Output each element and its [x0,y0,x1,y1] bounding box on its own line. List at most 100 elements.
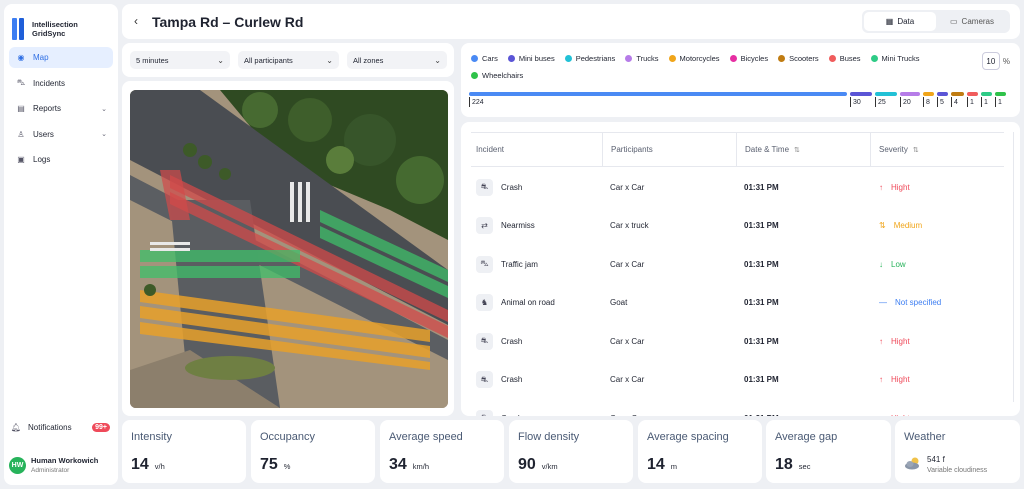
distribution-bar[interactable]: 8 [923,92,934,107]
legend-label: Pedestrians [575,53,616,63]
nearmiss-icon: ⇄ [476,217,493,235]
scrollbar[interactable] [1013,132,1018,402]
table-row[interactable]: ⇄ Nearmiss Car x truck 01:31 PM ⇅ Medium [471,207,1005,246]
column-header-label: Incident [476,145,505,154]
distribution-bar[interactable]: 1 [995,92,1006,107]
legend-item[interactable]: Wheelchairs [471,70,523,80]
column-header-severity[interactable]: Severity ⇅ [870,132,1004,167]
notifications-count-badge: 99+ [92,423,110,432]
severity-cell: ↑ Hight [879,375,910,384]
legend-item[interactable]: Trucks [625,53,659,63]
distribution-bar-tick [937,97,938,107]
table-row[interactable]: ⛍ Traffic jam Car x Car 01:31 PM ↓ Low [471,245,1005,284]
incident-name: Crash [501,182,523,192]
legend-item[interactable]: Buses [828,53,861,63]
participants-cell: Car x Car [610,182,645,192]
distribution-bar-tick [900,97,901,107]
zones-select[interactable]: All zones ⌄ [347,51,447,69]
severity-cell: ↑ Hight [879,183,910,192]
participants-cell: Car x Car [610,259,645,269]
distribution-bar[interactable]: 224 [469,92,847,107]
distribution-bar-tick [469,97,470,107]
distribution-bar-tick [967,97,968,107]
distribution-bar-value: 20 [903,99,911,106]
distribution-bar-tick [923,97,924,107]
table-row[interactable]: ⛐ Crash Car x Car 01:31 PM ↑ Hight [471,361,1005,400]
legend-dot-icon [870,54,878,62]
incident-name: Animal on road [501,298,555,308]
user-profile[interactable]: HW Human Workowich Administrator [9,456,98,474]
stat-unit: v/h [154,462,165,471]
distribution-bar-value: 5 [940,99,944,106]
distribution-bar-value: 224 [472,99,484,106]
distribution-bar[interactable]: 5 [937,92,948,107]
severity-arrow-icon: — [879,298,887,308]
participants-select[interactable]: All participants ⌄ [238,51,339,69]
percent-toggle[interactable]: 10 % [981,52,1010,70]
table-row[interactable]: ⛐ Crash Car x Car 01:31 PM ↑ Hight [471,322,1005,361]
severity-label: Hight [891,336,910,346]
stat-unit: sec [798,462,811,471]
legend-item[interactable]: Cars [471,53,498,63]
avatar: HW [9,456,26,474]
stat-label: Average gap [775,431,838,443]
intersection-aerial-map[interactable] [130,90,448,408]
legend-item[interactable]: Mini Trucks [870,53,920,63]
sidebar-item-incidents[interactable]: ⛍ Incidents [9,73,113,94]
severity-arrow-icon: ↑ [879,336,883,346]
sidebar-item-map[interactable]: ◉ Map [9,47,113,68]
back-arrow-icon[interactable]: ‹ [134,14,138,28]
interval-select-value: 5 minutes [136,55,169,65]
stat-number: 90 [518,456,536,473]
chevron-down-icon: ⌄ [326,55,333,65]
distribution-bar-fill [937,92,948,96]
stat-unit: m [670,462,678,471]
column-header-label: Severity [879,145,908,154]
table-row[interactable]: ♞ Animal on road Goat 01:31 PM — Not specifie… [471,284,1005,323]
legend-item[interactable]: Mini buses [507,53,555,63]
distribution-bar[interactable]: 1 [967,92,978,107]
incident-cell: ⛐ Crash [476,332,522,350]
legend-list: Cars Mini buses Pedestrians Trucks Motorcycl… [471,53,961,80]
distribution-bar[interactable]: 30 [850,92,872,107]
column-header-incident[interactable]: Incident [471,132,602,167]
table-row[interactable]: ⛐ Crash Car x Car 01:31 PM ↑ Hight [471,399,1005,416]
legend-item[interactable]: Pedestrians [564,53,616,63]
sort-icon[interactable]: ⇅ [912,146,919,154]
tab-cameras[interactable]: ▭ Cameras [936,12,1008,31]
severity-label: Low [891,259,906,269]
distribution-bar[interactable]: 4 [951,92,964,107]
legend-item[interactable]: Scooters [778,53,819,63]
weather-label: Weather [904,431,946,443]
distribution-bar[interactable]: 1 [981,92,992,107]
percent-value[interactable]: 10 [981,52,1000,70]
tab-data-label: Data [897,17,915,26]
interval-select[interactable]: 5 minutes ⌄ [130,51,230,69]
sort-icon[interactable]: ⇅ [794,146,800,154]
participants-select-value: All participants [244,55,293,65]
incident-name: Traffic jam [501,259,538,269]
sidebar-item-logs[interactable]: ▣ Logs [9,149,113,170]
legend-label: Mini Trucks [881,53,920,63]
table-row[interactable]: ⛐ Crash Car x Car 01:31 PM ↑ Hight [471,168,1005,207]
datetime-cell: 01:31 PM [744,375,779,385]
tab-data[interactable]: ▦ Data [864,12,936,31]
column-header-participants[interactable]: Participants [602,132,736,167]
distribution-bar-fill [981,92,992,96]
legend-item[interactable]: Motorcycles [668,53,720,63]
legend-dot-icon [471,71,478,79]
sidebar-item-users[interactable]: ♙ Users ⌄ [9,124,113,145]
brand-logo-icon [12,18,26,40]
stat-label: Occupancy [260,431,316,443]
brand[interactable]: Intellisection GridSync [4,4,118,44]
notifications-item[interactable]: 🔔︎ Notifications 99+ [10,423,110,432]
percent-symbol: % [1002,56,1010,66]
distribution-bar[interactable]: 20 [900,92,920,107]
sidebar-item-reports[interactable]: ▤ Reports ⌄ [9,98,113,119]
distribution-bar[interactable]: 25 [875,92,897,107]
chevron-down-icon: ⌄ [217,55,224,65]
legend-item[interactable]: Bicycles [729,53,768,63]
legend-dot-icon [729,54,737,62]
column-header-datetime[interactable]: Date & Time ⇅ [736,132,870,167]
camera-icon: ▭ [949,17,958,26]
